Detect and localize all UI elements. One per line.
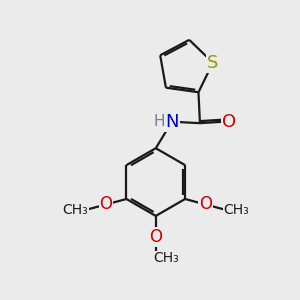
Text: CH₃: CH₃ [224, 203, 249, 217]
Text: H: H [154, 114, 165, 129]
Text: O: O [222, 113, 236, 131]
Text: CH₃: CH₃ [62, 203, 88, 217]
Text: O: O [149, 228, 162, 246]
Text: CH₃: CH₃ [153, 251, 179, 265]
Text: N: N [165, 113, 179, 131]
Text: O: O [199, 196, 212, 214]
Text: S: S [207, 54, 219, 72]
Text: O: O [100, 196, 112, 214]
